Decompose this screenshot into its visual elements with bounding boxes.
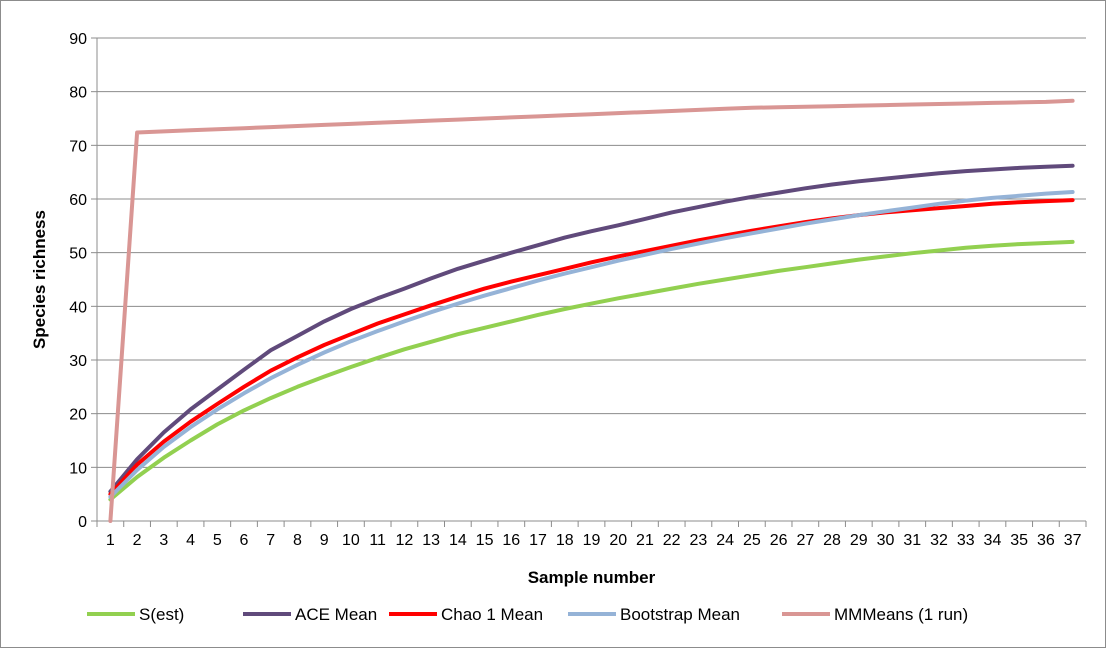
gridlines	[97, 37, 1086, 468]
x-tick-label: 27	[796, 532, 814, 549]
x-tick-label: 13	[422, 532, 440, 549]
x-tick-label: 36	[1037, 532, 1055, 549]
series-line-4	[108, 190, 1075, 499]
x-tick-label: 31	[903, 532, 921, 549]
x-tick-label: 21	[636, 532, 654, 549]
x-axis-title: Sample number	[528, 568, 656, 587]
x-tick-label: 5	[213, 532, 222, 549]
x-tick-label: 15	[476, 532, 494, 549]
legend-label-3: Chao 1 Mean	[441, 605, 543, 624]
x-tick-label: 8	[293, 532, 302, 549]
x-tick-label: 14	[449, 532, 467, 549]
y-tick-label: 60	[69, 192, 87, 209]
x-tick-label: 3	[159, 532, 168, 549]
x-tick-label: 22	[663, 532, 681, 549]
series-line-3	[108, 198, 1075, 497]
series-lines	[108, 98, 1075, 523]
y-tick-label: 10	[69, 460, 87, 477]
x-tick-label: 34	[984, 532, 1002, 549]
x-tick-label: 6	[240, 532, 249, 549]
x-tick-label: 9	[320, 532, 329, 549]
x-tick-label: 17	[529, 532, 547, 549]
legend-label-2: ACE Mean	[295, 605, 377, 624]
series-line-2	[108, 163, 1075, 494]
y-tick-label: 20	[69, 407, 87, 424]
x-tick-label: 7	[266, 532, 275, 549]
y-tick-label: 80	[69, 85, 87, 102]
x-tick-label: 1	[106, 532, 115, 549]
y-axis-title: Species richness	[30, 210, 49, 349]
x-tick-label: 16	[502, 532, 520, 549]
y-tick-label: 70	[69, 138, 87, 155]
x-tick-label: 30	[877, 532, 895, 549]
x-tick-label: 26	[770, 532, 788, 549]
x-tick-label: 10	[342, 532, 360, 549]
x-tick-label: 28	[823, 532, 841, 549]
x-tick-label: 19	[583, 532, 601, 549]
x-tick-label: 4	[186, 532, 195, 549]
y-tick-label: 30	[69, 353, 87, 370]
y-tick-label: 50	[69, 246, 87, 263]
x-tick-label: 18	[556, 532, 574, 549]
legend-label-1: S(est)	[139, 605, 184, 624]
x-tick-label: 12	[395, 532, 413, 549]
series-line-5	[108, 98, 1075, 523]
x-tick-label: 29	[850, 532, 868, 549]
x-tick-label: 33	[957, 532, 975, 549]
x-tick-label: 35	[1010, 532, 1028, 549]
x-tick-label: 20	[609, 532, 627, 549]
y-tick-label: 40	[69, 299, 87, 316]
x-tick-label: 37	[1064, 532, 1082, 549]
legend-label-4: Bootstrap Mean	[620, 605, 740, 624]
y-tick-label: 90	[69, 31, 87, 48]
y-tick-label: 0	[78, 514, 87, 531]
x-tick-label: 32	[930, 532, 948, 549]
x-tick-label: 2	[133, 532, 142, 549]
x-tick-label: 24	[716, 532, 734, 549]
series-line-1	[108, 239, 1075, 502]
x-tick-label: 11	[369, 532, 386, 549]
legend-label-5: MMMeans (1 run)	[834, 605, 968, 624]
x-tick-label: 25	[743, 532, 761, 549]
legend: S(est) ACE Mean Chao 1 Mean Bootstrap Mean M…	[87, 605, 968, 624]
x-tick-label: 23	[690, 532, 708, 549]
